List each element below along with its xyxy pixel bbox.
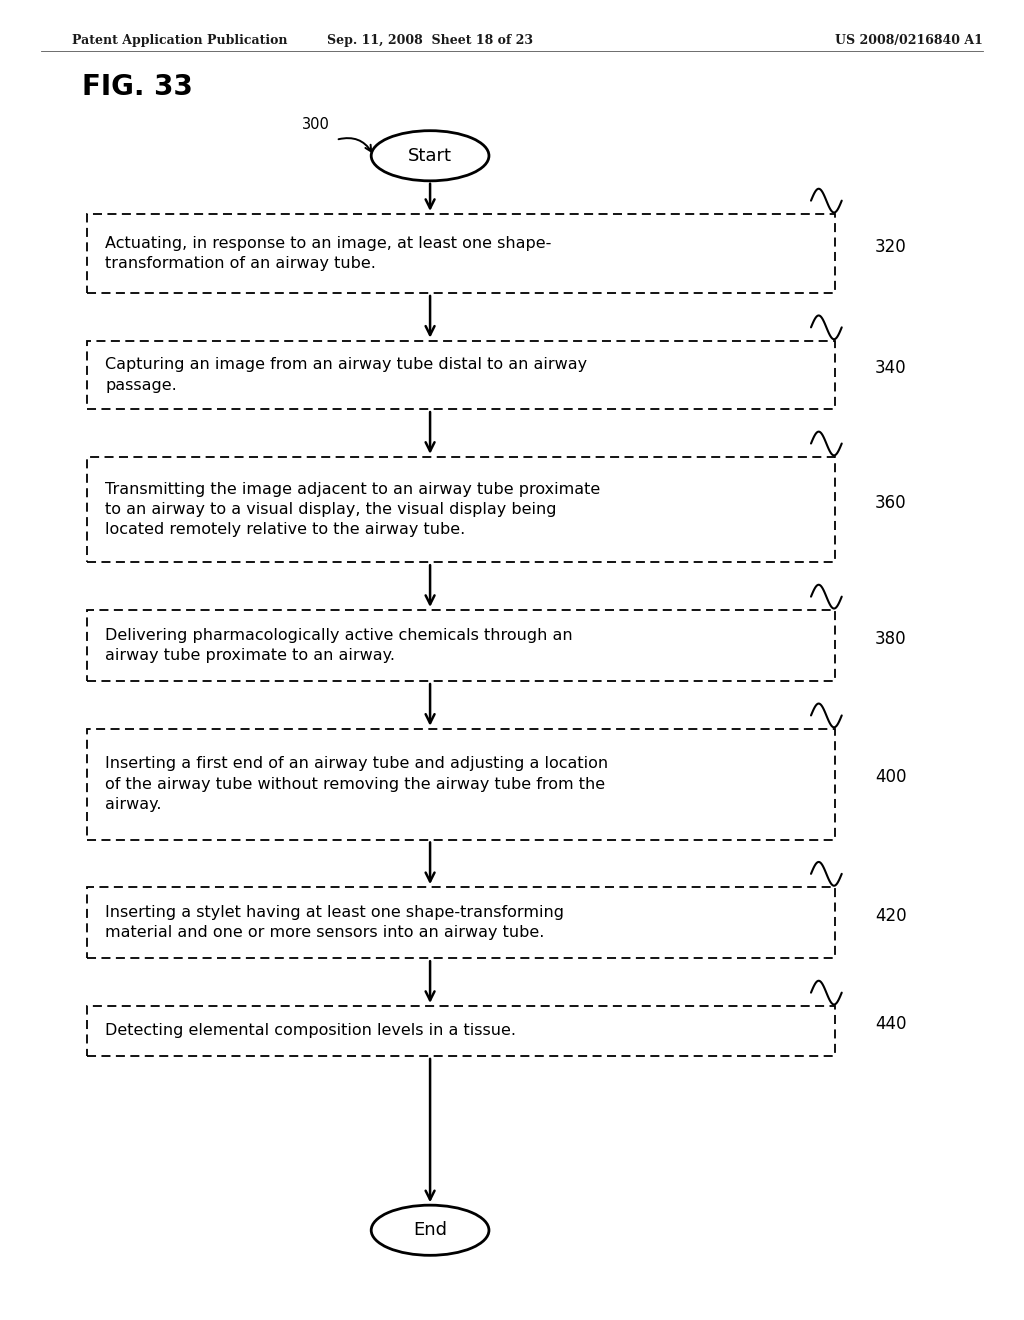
Text: Delivering pharmacologically active chemicals through an
airway tube proximate t: Delivering pharmacologically active chem…: [105, 628, 573, 663]
Text: 380: 380: [876, 630, 906, 648]
Text: Transmitting the image adjacent to an airway tube proximate
to an airway to a vi: Transmitting the image adjacent to an ai…: [105, 482, 601, 537]
Text: Sep. 11, 2008  Sheet 18 of 23: Sep. 11, 2008 Sheet 18 of 23: [327, 34, 534, 48]
Text: 340: 340: [876, 359, 906, 378]
Text: Start: Start: [409, 147, 452, 165]
Text: 320: 320: [874, 238, 907, 256]
Text: FIG. 33: FIG. 33: [82, 73, 193, 100]
Ellipse shape: [371, 1205, 489, 1255]
Text: US 2008/0216840 A1: US 2008/0216840 A1: [836, 34, 983, 48]
Text: 400: 400: [876, 768, 906, 787]
Text: 440: 440: [876, 1015, 906, 1034]
Text: Actuating, in response to an image, at least one shape-
transformation of an air: Actuating, in response to an image, at l…: [105, 236, 552, 271]
Text: Capturing an image from an airway tube distal to an airway
passage.: Capturing an image from an airway tube d…: [105, 358, 588, 392]
Text: Detecting elemental composition levels in a tissue.: Detecting elemental composition levels i…: [105, 1023, 516, 1039]
Text: Patent Application Publication: Patent Application Publication: [72, 34, 287, 48]
Text: 300: 300: [301, 117, 330, 132]
Text: 360: 360: [876, 494, 906, 512]
Ellipse shape: [371, 131, 489, 181]
Text: Inserting a stylet having at least one shape-transforming
material and one or mo: Inserting a stylet having at least one s…: [105, 906, 564, 940]
Text: 420: 420: [876, 907, 906, 925]
Text: Inserting a first end of an airway tube and adjusting a location
of the airway t: Inserting a first end of an airway tube …: [105, 756, 608, 812]
Text: End: End: [413, 1221, 447, 1239]
